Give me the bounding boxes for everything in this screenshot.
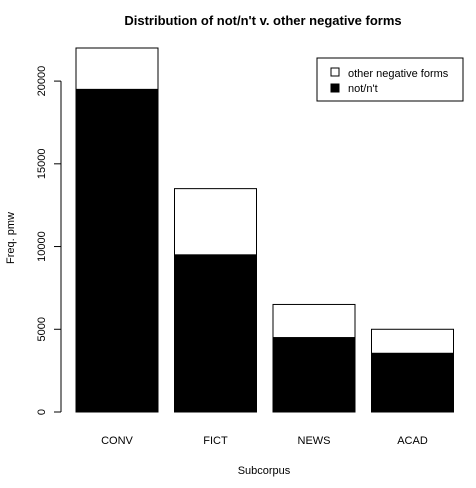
x-tick-label: NEWS (298, 435, 331, 447)
x-tick-labels: CONV FICT NEWS ACAD (101, 435, 428, 447)
y-tick-label: 0 (36, 409, 48, 415)
chart-title: Distribution of not/n't v. other negativ… (124, 13, 401, 28)
y-tick-label: 5000 (36, 317, 48, 341)
y-tick-label: 15000 (36, 149, 48, 180)
bars (75, 47, 454, 413)
legend-label-other: other negative forms (348, 68, 449, 80)
y-axis-label: Freq. pmw (5, 212, 17, 264)
x-tick-label: ACAD (397, 435, 428, 447)
y-axis: 0 5000 10000 15000 20000 (36, 66, 62, 415)
bar-news-not (272, 337, 356, 413)
bar-conv-other (75, 47, 159, 90)
bar-fict-other (174, 188, 257, 256)
legend-swatch-not (330, 83, 340, 93)
bar-conv-not (75, 88, 159, 413)
x-tick-label: CONV (101, 435, 133, 447)
x-tick-label: FICT (203, 435, 228, 447)
y-tick-label: 10000 (36, 231, 48, 262)
bar-acad-not (371, 352, 454, 413)
legend-label-not: not/n't (348, 83, 378, 95)
legend-swatch-other (330, 67, 340, 77)
legend: other negative forms not/n't (316, 57, 464, 102)
bar-news-other (272, 303, 356, 339)
legend-box (316, 57, 464, 102)
bar-acad-other (371, 328, 454, 354)
y-tick-label: 20000 (36, 66, 48, 97)
x-axis-label: Subcorpus (238, 465, 291, 477)
bar-fict-not (174, 254, 257, 413)
